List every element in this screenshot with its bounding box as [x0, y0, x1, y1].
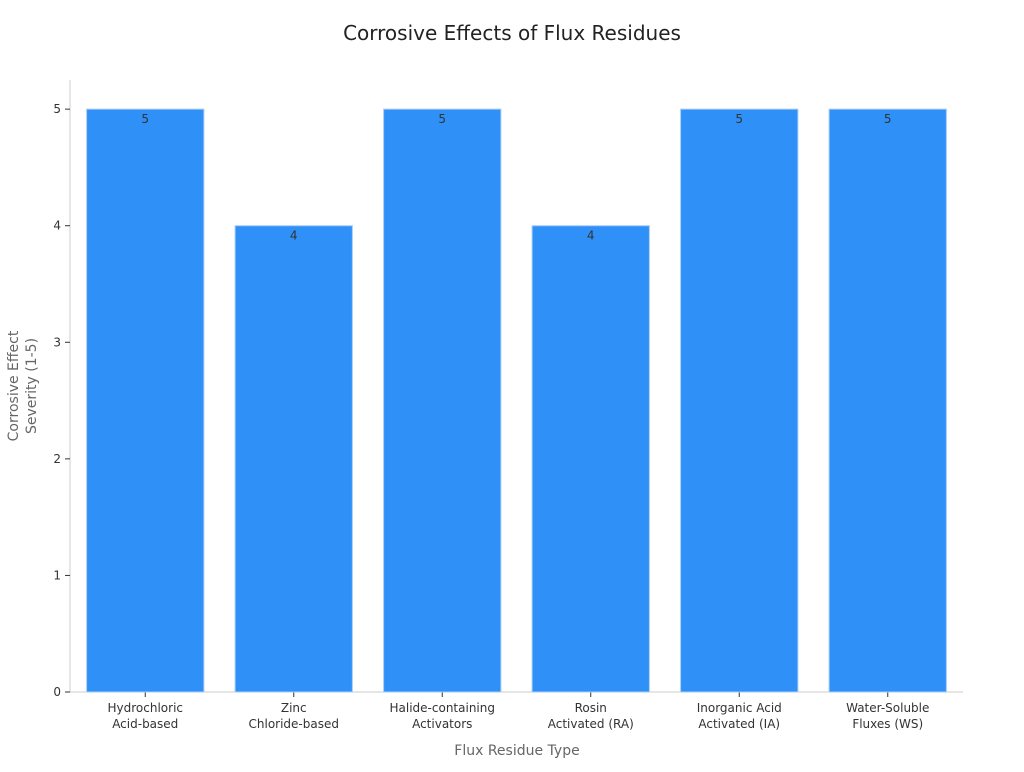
- bar-value-label: 5: [438, 112, 446, 126]
- x-tick-label-line: Hydrochloric: [108, 701, 184, 715]
- x-tick-label: Rosin Activated (RA): [548, 701, 634, 731]
- x-tick-label: Hydrochloric Acid-based: [108, 701, 184, 731]
- bar-value-label: 5: [141, 112, 149, 126]
- bar: [86, 108, 205, 693]
- y-axis-title-line-1: Corrosive Effect: [6, 330, 22, 441]
- bars-group: [86, 108, 947, 693]
- y-tick-label: 5: [53, 102, 61, 116]
- x-tick-label: Zinc Chloride-based: [249, 701, 339, 731]
- bar: [828, 108, 947, 693]
- bar-value-label: 5: [884, 112, 892, 126]
- x-tick-label-line: Fluxes (WS): [852, 717, 923, 731]
- y-tick-label: 0: [53, 685, 61, 699]
- x-tick-label: Inorganic Acid Activated (IA): [697, 701, 782, 731]
- bar: [680, 108, 799, 693]
- x-tick-label-line: Activated (RA): [548, 717, 634, 731]
- x-tick-label-line: Zinc: [281, 701, 307, 715]
- bar: [531, 225, 650, 693]
- bar-value-label: 5: [735, 112, 743, 126]
- y-axis-title: Corrosive Effect Severity (1-5): [6, 330, 40, 441]
- x-tick-label-line: Rosin: [575, 701, 607, 715]
- x-tick-label: Water-Soluble Fluxes (WS): [846, 701, 929, 731]
- y-tick-label: 4: [53, 219, 61, 233]
- x-tick-label-line: Water-Soluble: [846, 701, 929, 715]
- labels-group: 5 Hydrochloric Acid-based 4 Zinc Chloride-bas…: [108, 112, 930, 731]
- axes: 0 1 2 3 4 5: [53, 80, 963, 699]
- bar: [383, 108, 502, 693]
- x-tick-label-line: Inorganic Acid: [697, 701, 782, 715]
- chart-title: Corrosive Effects of Flux Residues: [343, 21, 681, 45]
- bar: [234, 225, 353, 693]
- x-tick-label-line: Activators: [412, 717, 472, 731]
- bar-value-label: 4: [290, 229, 298, 243]
- x-tick-label: Halide-containing Activators: [390, 701, 495, 731]
- y-tick-label: 1: [53, 568, 61, 582]
- y-tick-label: 2: [53, 452, 61, 466]
- x-tick-label-line: Halide-containing: [390, 701, 495, 715]
- x-tick-label-line: Chloride-based: [249, 717, 339, 731]
- bar-value-label: 4: [587, 229, 595, 243]
- y-axis-title-line-2: Severity (1-5): [24, 338, 40, 434]
- y-tick-label: 3: [53, 335, 61, 349]
- x-tick-label-line: Activated (IA): [698, 717, 780, 731]
- x-tick-label-line: Acid-based: [112, 717, 178, 731]
- x-axis-title: Flux Residue Type: [454, 743, 579, 759]
